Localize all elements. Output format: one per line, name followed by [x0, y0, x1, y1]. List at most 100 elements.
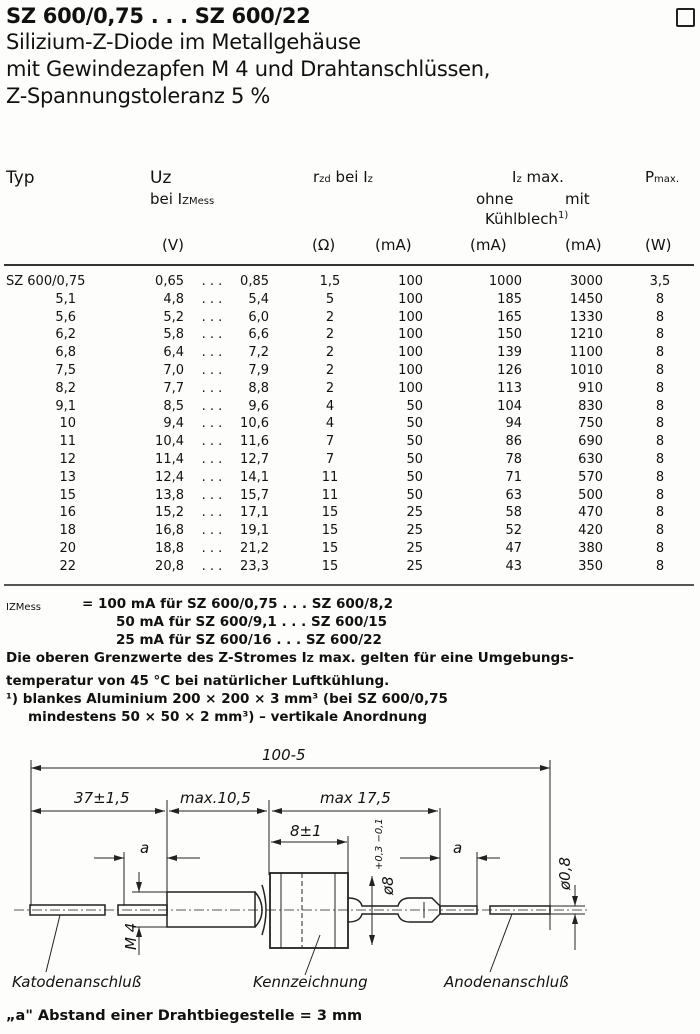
cell-iz: 50 — [406, 398, 423, 414]
cell-range-separator: . . . — [201, 558, 223, 574]
cell-iz: 50 — [406, 452, 423, 467]
table-top-rule — [4, 264, 694, 266]
cell-uz-max: 8,8 — [248, 380, 269, 396]
cell-iz-max-ohne: 47 — [505, 541, 522, 556]
header-rzd-unit: (Ω) — [312, 236, 336, 254]
cell-uz-max: 0,85 — [240, 274, 269, 289]
cell-iz-max-ohne: 139 — [497, 345, 522, 361]
header-uz-unit: (V) — [162, 236, 184, 254]
cell-pmax: 8 — [655, 309, 665, 325]
cell-uz-min: 0,65 — [155, 274, 184, 289]
cell-range-separator: . . . — [201, 523, 223, 539]
cell-iz: 100 — [398, 291, 423, 307]
cell-typ: 5,6 — [55, 309, 76, 325]
cell-uz-min: 11,4 — [155, 452, 184, 467]
checkbox[interactable] — [676, 8, 695, 27]
cell-uz-max: 7,2 — [248, 345, 269, 361]
cell-pmax: 8 — [655, 416, 665, 432]
page-title: SZ 600/0,75 . . . SZ 600/22 — [6, 4, 311, 28]
limit-note-2: temperatur von 45 °C bei natürlicher Luf… — [6, 673, 390, 689]
cell-uz-min: 16,8 — [155, 523, 184, 539]
cell-rzd: 15 — [321, 505, 339, 521]
cell-iz-max-ohne: 104 — [497, 398, 522, 414]
cell-iz-max-ohne: 52 — [505, 523, 522, 539]
cell-range-separator: . . . — [201, 363, 223, 378]
dim-wire: ø0,8 — [556, 857, 574, 891]
cell-pmax: 8 — [655, 398, 665, 414]
dim-diameter: ø8 — [379, 876, 397, 896]
subtitle-line: mit Gewindezapfen M 4 und Drahtanschlüss… — [6, 57, 491, 81]
label-cathode: Katodenanschluß — [12, 973, 142, 991]
cell-iz: 100 — [398, 363, 423, 378]
cell-uz-min: 12,4 — [155, 469, 184, 485]
cell-pmax: 8 — [655, 345, 665, 361]
header-ohne: ohne — [476, 190, 514, 208]
cell-iz-max-mit: 1210 — [569, 327, 603, 343]
cell-rzd: 2 — [325, 309, 335, 325]
cell-uz-max: 14,1 — [240, 469, 269, 485]
cell-typ: 11 — [59, 434, 76, 450]
cell-rzd: 4 — [325, 398, 335, 414]
izmess-line: = 100 mA für SZ 600/0,75 . . . SZ 600/8,… — [82, 596, 394, 612]
cell-iz: 50 — [406, 434, 423, 450]
cell-typ: 8,2 — [55, 380, 76, 396]
cell-typ: SZ 600/0,75 — [6, 274, 86, 289]
cell-iz-max-ohne: 113 — [497, 380, 522, 396]
cell-typ: 12 — [59, 452, 76, 467]
cell-iz-max-mit: 910 — [578, 380, 603, 396]
cell-pmax: 8 — [655, 541, 665, 556]
header-pmax-unit: (W) — [645, 236, 672, 254]
cell-pmax: 8 — [655, 380, 665, 396]
cell-uz-max: 5,4 — [248, 291, 269, 307]
header-typ: Typ — [6, 168, 35, 188]
cell-rzd: 2 — [325, 363, 335, 378]
cell-iz: 25 — [406, 558, 423, 574]
cell-rzd: 5 — [325, 291, 335, 307]
cell-typ: 6,8 — [55, 345, 76, 361]
cell-iz-max-ohne: 126 — [497, 363, 522, 378]
cell-iz-max-mit: 1010 — [569, 363, 603, 378]
cell-range-separator: . . . — [201, 327, 223, 343]
cell-range-separator: . . . — [201, 345, 223, 361]
footnote-1: ¹) blankes Aluminium 200 × 200 × 3 mm³ (… — [6, 691, 448, 707]
cell-iz-max-mit: 630 — [578, 452, 603, 467]
subtitle-line: Z-Spannungstoleranz 5 % — [6, 84, 271, 108]
cell-rzd: 2 — [325, 380, 335, 396]
cell-rzd: 15 — [321, 523, 339, 539]
cell-range-separator: . . . — [201, 274, 223, 289]
cell-rzd: 11 — [321, 469, 339, 485]
cell-uz-min: 4,8 — [163, 291, 184, 307]
cell-uz-max: 6,6 — [248, 327, 269, 343]
dim-body: max 17,5 — [320, 789, 391, 807]
cell-iz-max-mit: 570 — [578, 469, 603, 485]
cell-range-separator: . . . — [201, 309, 223, 325]
cell-uz-max: 10,6 — [240, 416, 269, 432]
cell-pmax: 8 — [655, 327, 665, 343]
label-marking: Kennzeichnung — [253, 973, 368, 991]
dim-lead: 37±1,5 — [74, 789, 130, 807]
cell-uz-min: 7,7 — [163, 380, 184, 396]
cell-iz-max-ohne: 185 — [497, 291, 522, 307]
cell-uz-min: 13,8 — [155, 487, 184, 503]
cell-uz-max: 12,7 — [240, 452, 269, 467]
dim-a-left: a — [140, 839, 149, 857]
cell-uz-min: 15,2 — [155, 505, 184, 521]
cell-typ: 7,5 — [55, 363, 76, 378]
cell-iz-max-mit: 500 — [578, 487, 603, 503]
cell-pmax: 8 — [655, 434, 665, 450]
dim-diameter-tolerance: +0,3 −0,1 — [374, 818, 385, 870]
cell-uz-max: 17,1 — [240, 505, 269, 521]
izmess-line: 25 mA für SZ 600/16 . . . SZ 600/22 — [116, 632, 382, 648]
cell-iz-max-ohne: 1000 — [488, 274, 522, 289]
cell-pmax: 8 — [655, 487, 665, 503]
cell-uz-max: 7,9 — [248, 363, 269, 378]
cell-typ: 20 — [59, 541, 76, 556]
cell-pmax: 3,5 — [649, 274, 671, 289]
cell-range-separator: . . . — [201, 487, 223, 503]
cell-uz-min: 6,4 — [163, 345, 184, 361]
cell-uz-max: 15,7 — [240, 487, 269, 503]
cell-iz-max-ohne: 165 — [497, 309, 522, 325]
cell-iz-max-mit: 3000 — [569, 274, 603, 289]
cell-iz: 100 — [398, 327, 423, 343]
